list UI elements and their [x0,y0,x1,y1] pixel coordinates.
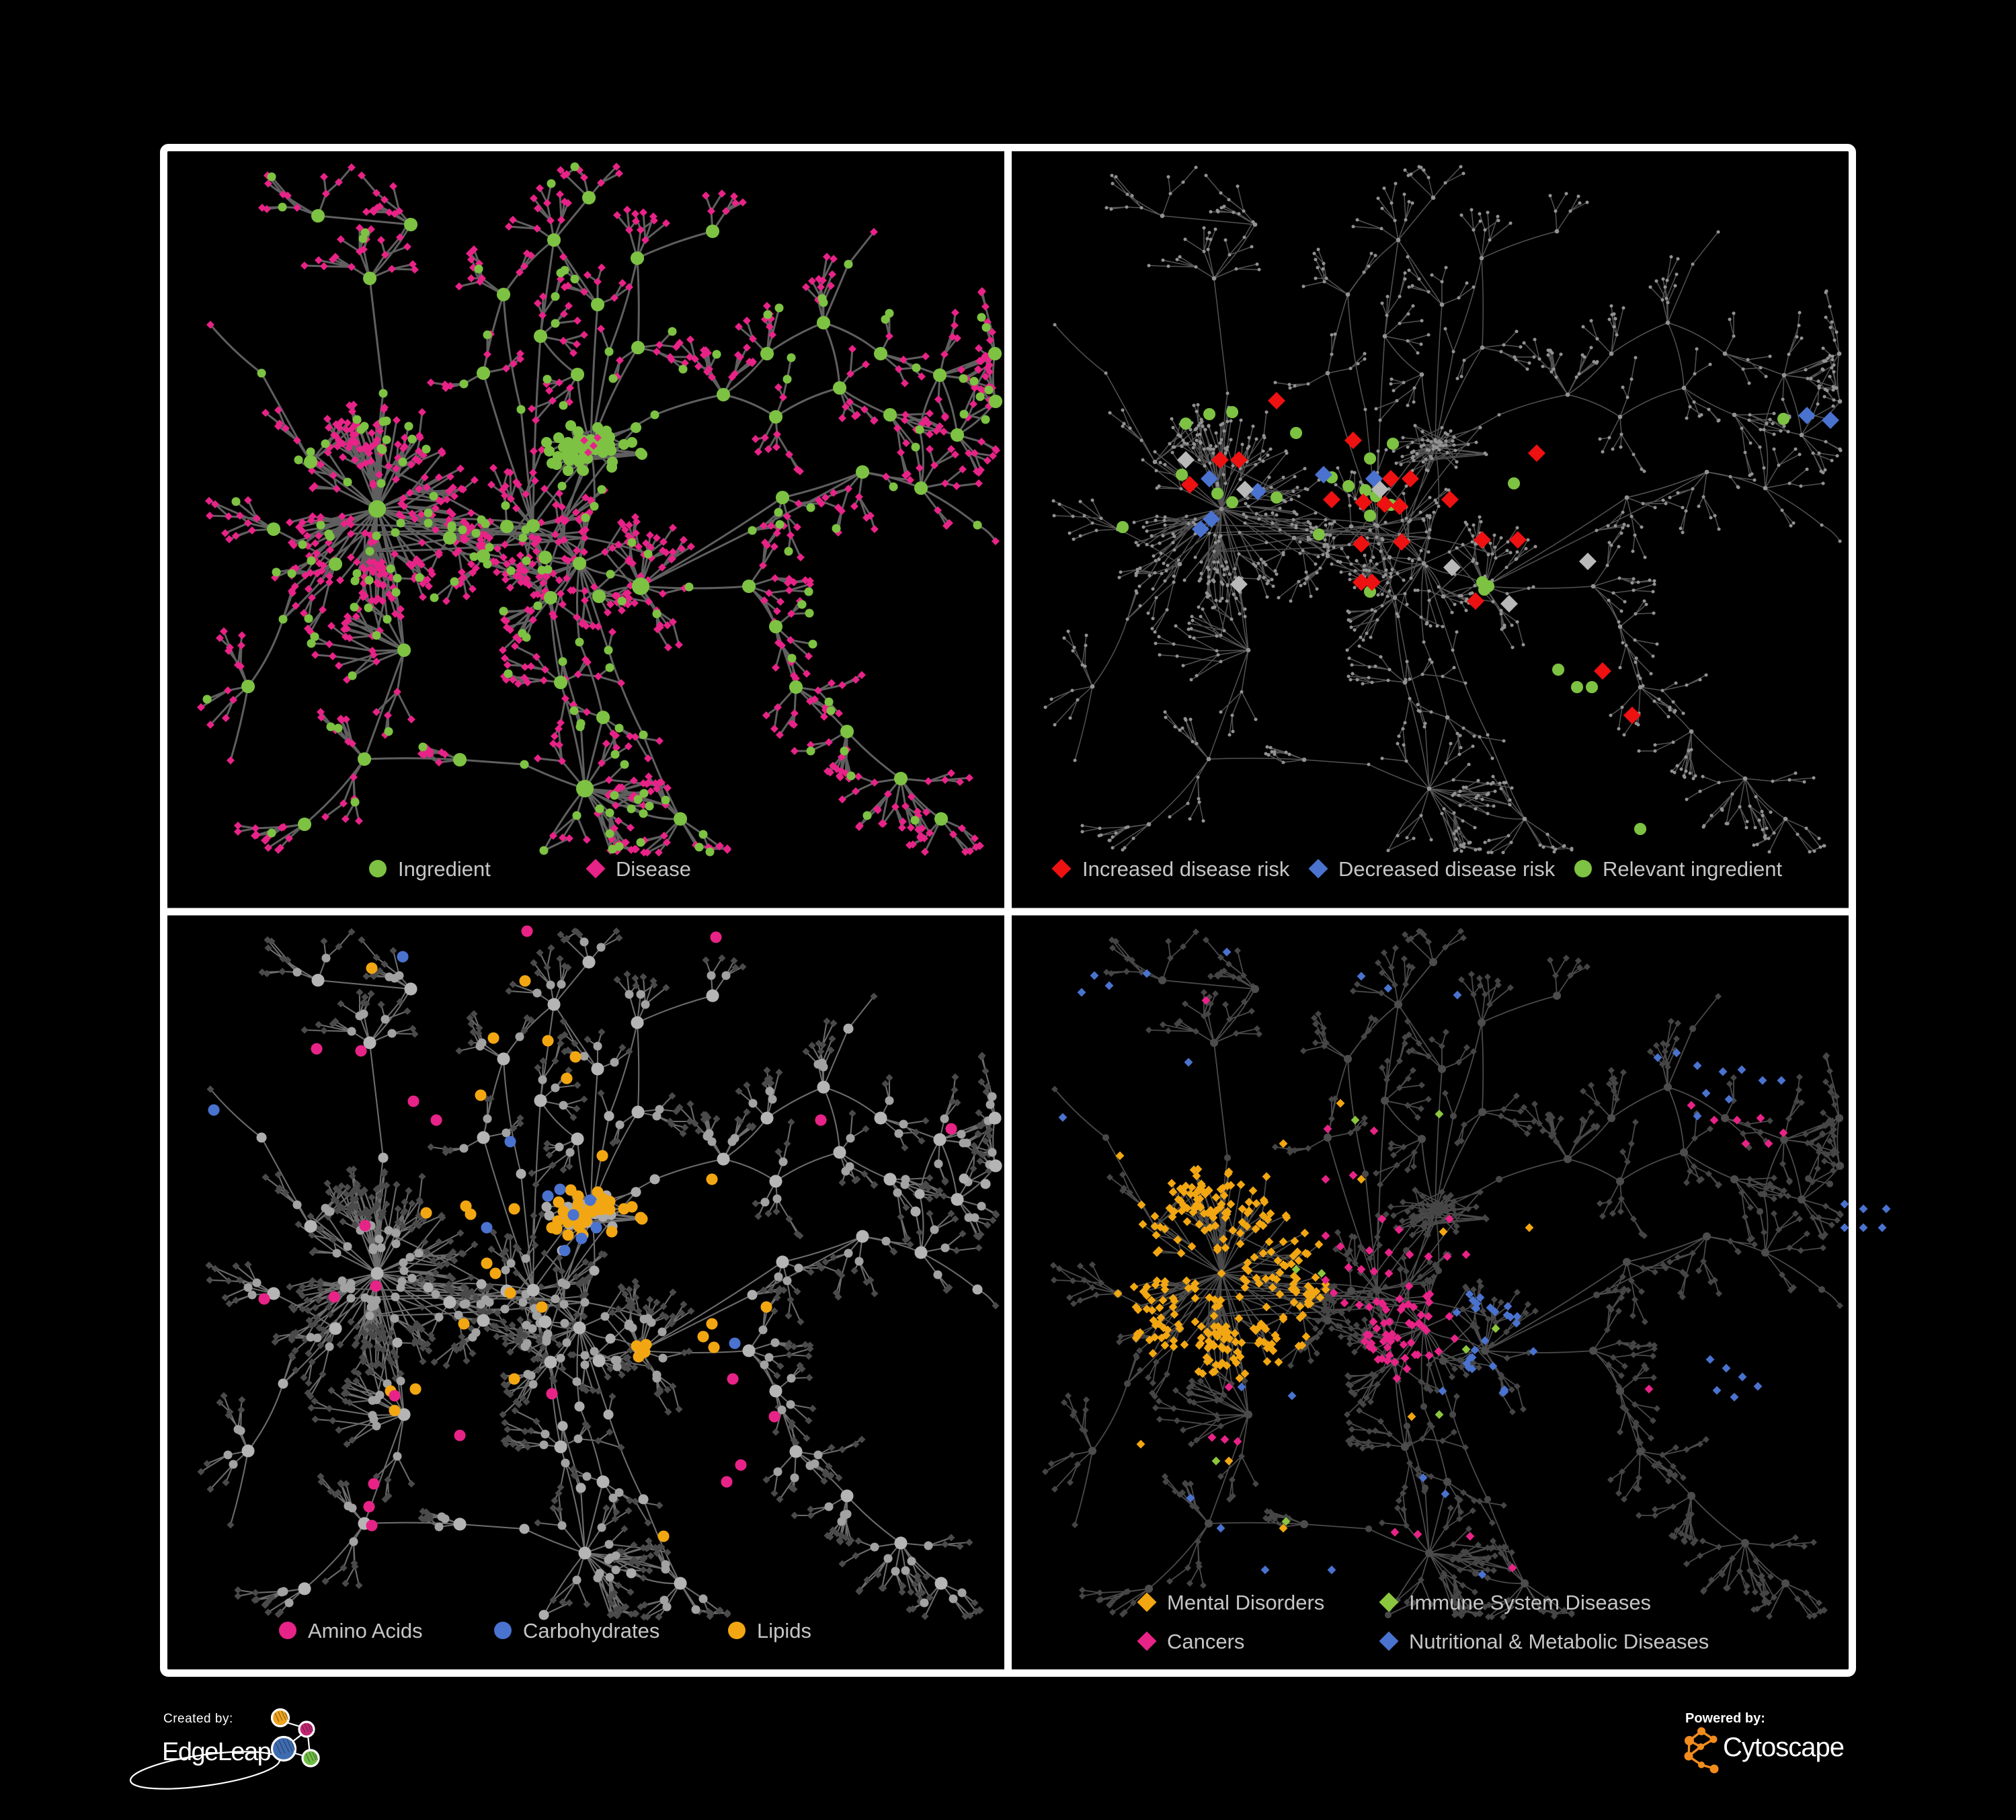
svg-text:Relevant ingredient: Relevant ingredient [1603,857,1783,881]
svg-text:Lipids: Lipids [757,1619,811,1643]
svg-text:Ingredient: Ingredient [398,857,491,881]
svg-text:Created by:: Created by: [163,1712,233,1726]
svg-text:Nutritional & Metabolic Diseas: Nutritional & Metabolic Diseases [1409,1630,1709,1653]
svg-text:Immune System Diseases: Immune System Diseases [1409,1591,1651,1614]
svg-text:Powered by:: Powered by: [1685,1711,1765,1726]
svg-text:Decreased disease risk: Decreased disease risk [1338,857,1556,881]
svg-text:Cytoscape: Cytoscape [1723,1733,1844,1762]
svg-text:Mental Disorders: Mental Disorders [1167,1591,1324,1614]
svg-text:Increased disease risk: Increased disease risk [1082,857,1290,881]
svg-text:Amino Acids: Amino Acids [308,1619,423,1643]
svg-text:Carbohydrates: Carbohydrates [523,1619,659,1643]
svg-text:Disease: Disease [616,857,691,881]
svg-text:Cancers: Cancers [1167,1630,1244,1653]
